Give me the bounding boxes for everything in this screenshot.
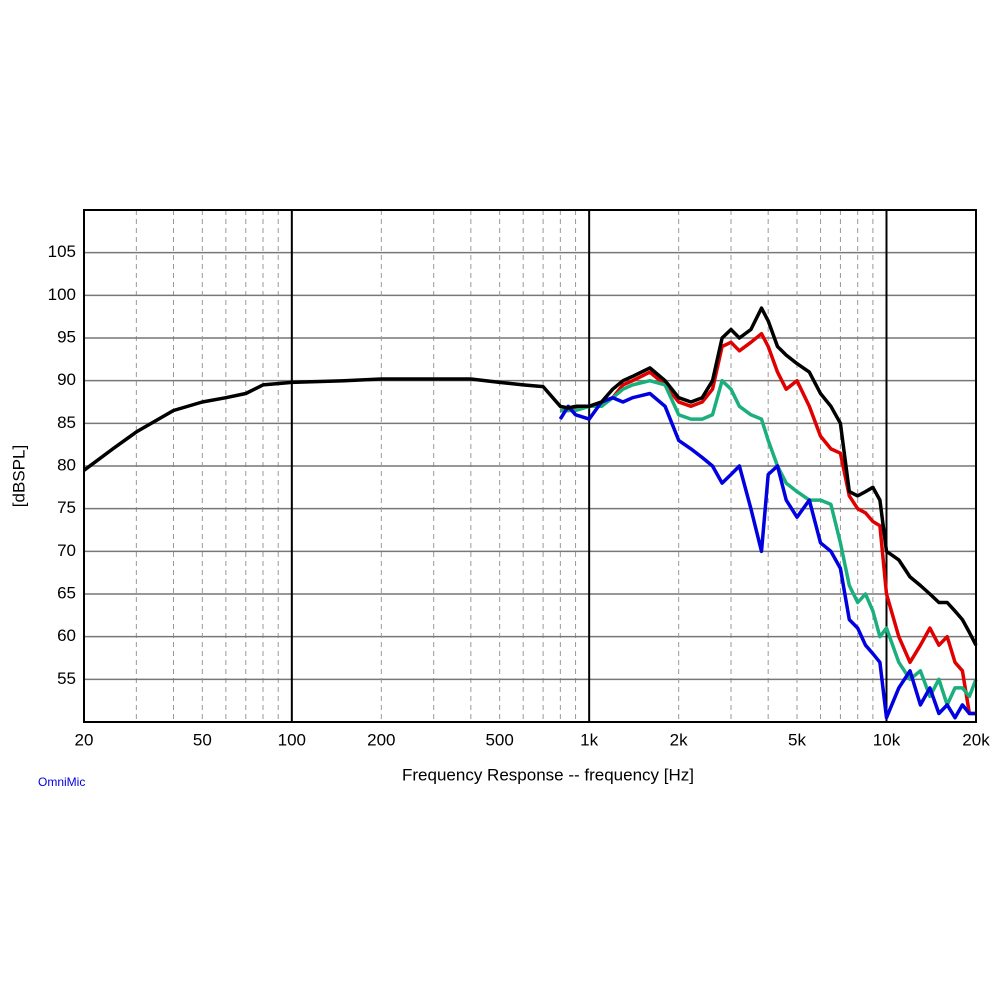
y-tick-label: 100: [48, 285, 76, 304]
series-line: [560, 331, 976, 716]
x-axis-label: Frequency Response -- frequency [Hz]: [402, 765, 694, 784]
annotation: OmniMic: [38, 775, 85, 789]
series-line: [558, 391, 976, 720]
plot-frame: [83, 209, 977, 723]
y-tick-label: 75: [57, 498, 76, 517]
y-tick-label: 80: [57, 455, 76, 474]
x-tick-label: 10k: [873, 730, 901, 749]
x-tick-label: 100: [278, 730, 306, 749]
y-tick-label: 90: [57, 370, 76, 389]
y-tick-label: 95: [57, 327, 76, 346]
y-tick-label: 60: [57, 626, 76, 645]
x-tick-label: 5k: [788, 730, 806, 749]
x-tick-label: 20: [75, 730, 94, 749]
series-line: [560, 378, 978, 707]
x-tick-label: 2k: [670, 730, 688, 749]
y-tick-label: 70: [57, 541, 76, 560]
y-tick-label: 105: [48, 242, 76, 261]
y-tick-label: 65: [57, 583, 76, 602]
x-tick-label: 1k: [580, 730, 598, 749]
y-axis-label: [dBSPL]: [9, 445, 28, 507]
x-tick-label: 200: [367, 730, 395, 749]
x-tick-label: 20k: [962, 730, 990, 749]
x-tick-label: 500: [485, 730, 513, 749]
x-tick-label: 50: [193, 730, 212, 749]
y-tick-label: 55: [57, 669, 76, 688]
y-tick-label: 85: [57, 413, 76, 432]
series-line: [82, 306, 978, 647]
